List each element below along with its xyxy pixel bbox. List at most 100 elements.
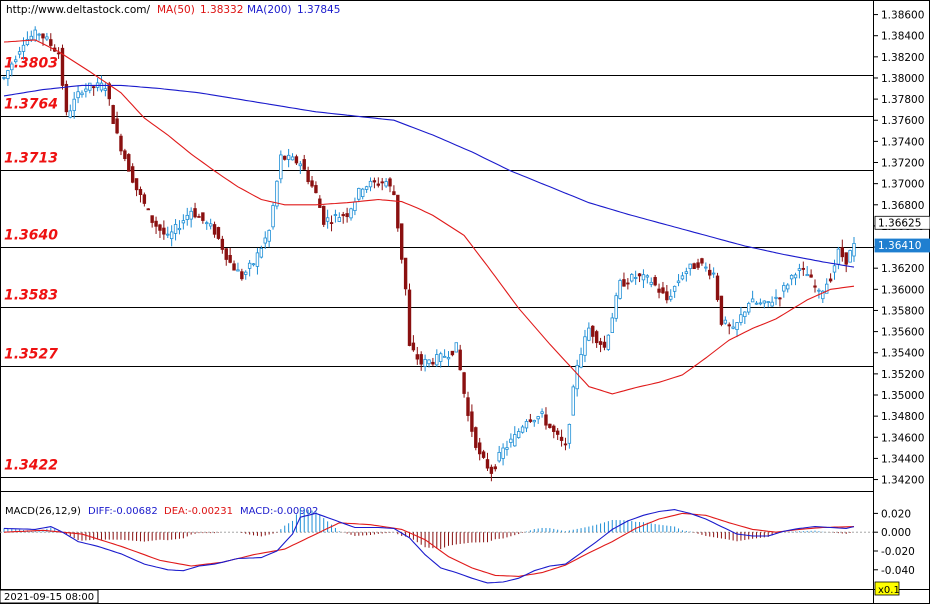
level-label: 1.3764 bbox=[4, 97, 58, 113]
candle-body bbox=[325, 217, 330, 222]
candle-body bbox=[809, 274, 813, 278]
price-tick-label: 1.35800 bbox=[881, 305, 924, 317]
candle-body bbox=[396, 194, 400, 229]
candle-body bbox=[154, 220, 158, 227]
candle-body bbox=[415, 354, 420, 360]
candle-body bbox=[501, 447, 505, 459]
price-tick-label: 1.37000 bbox=[881, 179, 924, 191]
price-tick-label: 1.35600 bbox=[881, 327, 924, 339]
candle-body bbox=[302, 159, 306, 170]
candle-body bbox=[708, 269, 712, 276]
candle-body bbox=[641, 274, 646, 281]
candle-body bbox=[290, 156, 295, 161]
candle-body bbox=[505, 447, 509, 450]
candle-body bbox=[142, 194, 147, 204]
candle-body bbox=[68, 110, 72, 118]
candle-body bbox=[247, 262, 252, 269]
candle-body bbox=[423, 359, 427, 367]
candle-body bbox=[298, 163, 303, 167]
candle-body bbox=[852, 243, 856, 257]
candle-body bbox=[840, 247, 845, 258]
candle-body bbox=[279, 154, 283, 180]
candle-body bbox=[361, 188, 365, 198]
candle-body bbox=[817, 289, 821, 292]
candle-body bbox=[189, 210, 193, 220]
candle-body bbox=[49, 39, 53, 46]
candle-body bbox=[240, 271, 244, 280]
candle-body bbox=[528, 419, 533, 422]
candle-body bbox=[614, 295, 618, 319]
date-label-box bbox=[0, 589, 99, 604]
candle-body bbox=[197, 216, 201, 218]
candle-body bbox=[115, 118, 119, 134]
candle-body bbox=[271, 205, 275, 228]
candle-body bbox=[251, 263, 256, 266]
candle-body bbox=[185, 214, 189, 220]
candle-body bbox=[232, 263, 236, 271]
candle-body bbox=[735, 322, 739, 330]
candle-body bbox=[72, 98, 76, 111]
candle-body bbox=[314, 185, 318, 194]
candle-body bbox=[173, 224, 178, 234]
candle-body bbox=[84, 88, 88, 92]
candle-body bbox=[727, 324, 731, 327]
candle-body bbox=[286, 154, 291, 160]
candle-body bbox=[552, 425, 556, 432]
candle-body bbox=[540, 411, 544, 414]
candle-body bbox=[598, 341, 603, 345]
multiplier-badge bbox=[874, 581, 900, 596]
price-tick-label: 1.37600 bbox=[881, 115, 924, 127]
candle-body bbox=[119, 135, 123, 152]
candle-body bbox=[567, 423, 572, 444]
macd-tick-label: -0.020 bbox=[881, 546, 915, 558]
price-series bbox=[2, 26, 856, 482]
candle-body bbox=[138, 188, 143, 195]
candle-body bbox=[676, 280, 681, 284]
candle-body bbox=[630, 274, 634, 282]
price-tick-label: 1.34200 bbox=[881, 475, 924, 487]
level-label: 1.3422 bbox=[4, 458, 58, 474]
dea-line bbox=[3, 512, 855, 577]
candle-body bbox=[21, 44, 26, 52]
price-tag-label: 1.36410 bbox=[878, 240, 921, 252]
candle-body bbox=[364, 186, 369, 190]
candle-body bbox=[275, 180, 279, 207]
macd-dea-label: DEA:-0.00231 bbox=[164, 506, 233, 517]
candle-body bbox=[80, 92, 84, 96]
candle-body bbox=[376, 183, 381, 186]
candle-body bbox=[715, 275, 720, 301]
candle-body bbox=[509, 438, 513, 443]
macd-value-label: MACD:-0.00902 bbox=[240, 506, 318, 517]
ma200-value: 1.37845 bbox=[297, 4, 340, 16]
candle-body bbox=[10, 63, 14, 71]
candle-body bbox=[700, 258, 704, 264]
candle-body bbox=[357, 188, 361, 200]
price-tick-label: 1.35200 bbox=[881, 369, 924, 381]
candle-body bbox=[797, 268, 802, 271]
candle-body bbox=[754, 302, 759, 305]
candle-body bbox=[606, 334, 611, 350]
price-tick-label: 1.35400 bbox=[881, 348, 924, 360]
candle-body bbox=[778, 297, 782, 300]
candle-body bbox=[37, 33, 41, 36]
candle-body bbox=[372, 180, 377, 183]
candle-body bbox=[64, 83, 69, 113]
price-tick-label: 1.34600 bbox=[881, 432, 924, 444]
candle-body bbox=[329, 222, 334, 224]
candle-body bbox=[774, 296, 778, 299]
candle-body bbox=[649, 281, 653, 285]
candle-body bbox=[158, 224, 162, 231]
candle-body bbox=[123, 150, 127, 160]
candle-body bbox=[341, 214, 345, 217]
candle-body bbox=[672, 285, 677, 292]
candle-body bbox=[821, 290, 825, 300]
candle-body bbox=[130, 166, 135, 183]
ma200-label: MA(200) bbox=[247, 4, 291, 16]
ma50-value: 1.38332 bbox=[200, 4, 243, 16]
candle-body bbox=[470, 411, 474, 432]
candle-body bbox=[169, 231, 174, 240]
candle-body bbox=[481, 451, 486, 458]
candle-body bbox=[466, 397, 470, 416]
candle-body bbox=[419, 354, 423, 365]
candle-body bbox=[532, 420, 536, 423]
